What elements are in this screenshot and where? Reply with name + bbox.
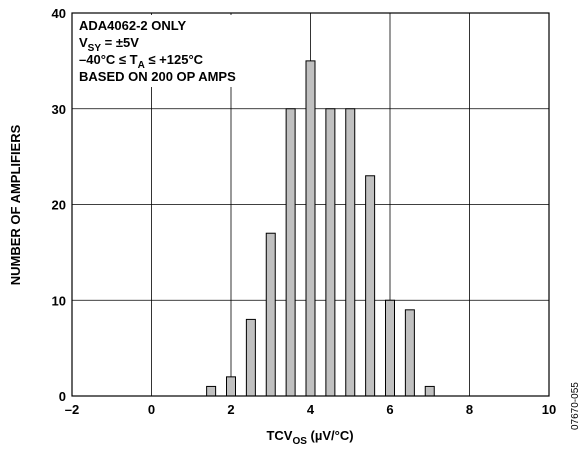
x-tick-labels: –2 0 2 4 6 8 10 <box>65 402 556 417</box>
annotation-line-1: ADA4062-2 ONLY <box>79 18 187 33</box>
y-tick-labels: 0 10 20 30 40 <box>52 6 66 404</box>
bar <box>325 108 336 397</box>
annotation-background <box>74 15 274 87</box>
bar <box>385 299 395 397</box>
y-tick-label: 10 <box>52 293 66 308</box>
figure-code: 07670-055 <box>570 382 581 430</box>
x-tick-label: 10 <box>542 402 556 417</box>
bar <box>285 108 296 397</box>
bar <box>424 385 435 397</box>
y-tick-label: 0 <box>59 389 66 404</box>
bar <box>226 376 236 397</box>
bar <box>345 108 356 397</box>
x-tick-label: 4 <box>307 402 315 417</box>
y-tick-label: 40 <box>52 6 66 21</box>
x-tick-label: 0 <box>148 402 155 417</box>
bar <box>305 60 316 397</box>
annotation-line-3: –40°C ≤ TA ≤ +125°C <box>79 52 204 71</box>
bar <box>365 175 376 397</box>
x-tick-label: –2 <box>65 402 79 417</box>
y-tick-label: 20 <box>52 198 66 213</box>
x-tick-label: 2 <box>227 402 234 417</box>
bar <box>265 232 276 397</box>
bar-series <box>206 60 435 397</box>
y-tick-label: 30 <box>52 102 66 117</box>
annotation-line-2: VSY = ±5V <box>79 35 139 54</box>
x-tick-label: 6 <box>386 402 393 417</box>
annotation-line-4: BASED ON 200 OP AMPS <box>79 69 236 84</box>
x-tick-label: 8 <box>466 402 473 417</box>
y-axis-title: NUMBER OF AMPLIFIERS <box>8 124 23 285</box>
bar <box>206 385 217 397</box>
x-axis-title: TCVOS (µV/°C) <box>266 428 353 447</box>
bar <box>245 318 256 397</box>
bar <box>404 309 415 397</box>
plot-frame <box>71 12 550 397</box>
